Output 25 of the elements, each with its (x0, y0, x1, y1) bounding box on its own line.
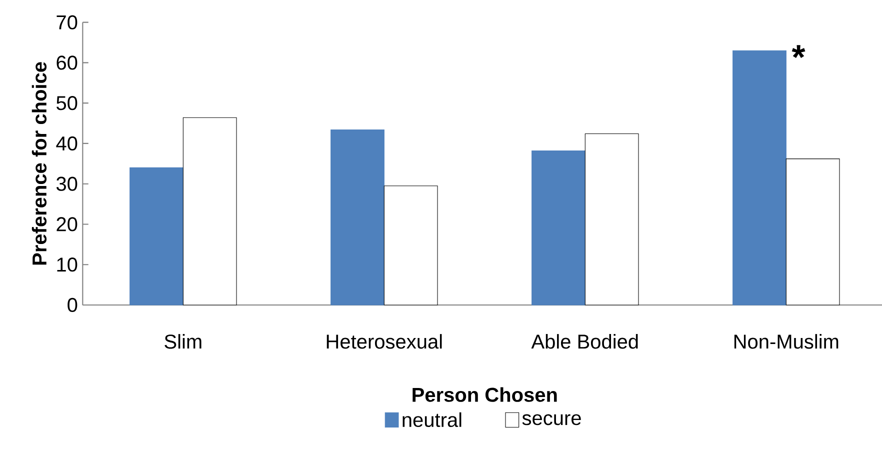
bar (786, 158, 840, 306)
y-tick-label: 30 (56, 176, 78, 191)
y-axis-title: Preference for choice (32, 62, 47, 265)
y-tick-label: 70 (56, 15, 78, 30)
x-tick-label: Able Bodied (531, 334, 638, 349)
y-tick-label: 20 (56, 217, 78, 232)
x-tick-label: Heterosexual (326, 334, 442, 349)
legend-label: neutral (402, 412, 462, 428)
y-tick-label: 10 (57, 258, 78, 272)
bar (130, 167, 184, 306)
y-tick-label: 0 (68, 298, 78, 312)
y-tick-label: 60 (56, 56, 78, 70)
bar (732, 50, 786, 306)
x-tick-label: Non-Muslim (734, 334, 838, 349)
annotation: * (792, 45, 806, 58)
bar (532, 150, 586, 306)
y-tick-label: 50 (56, 96, 78, 110)
bar (182, 117, 237, 306)
bar (330, 129, 384, 306)
bar (584, 134, 639, 306)
x-tick-label: Slim (164, 334, 202, 349)
y-tick-label: 40 (56, 136, 78, 151)
x-axis-title: Person Chosen (412, 387, 557, 402)
bar (384, 186, 438, 306)
legend-label: secure (522, 414, 581, 426)
